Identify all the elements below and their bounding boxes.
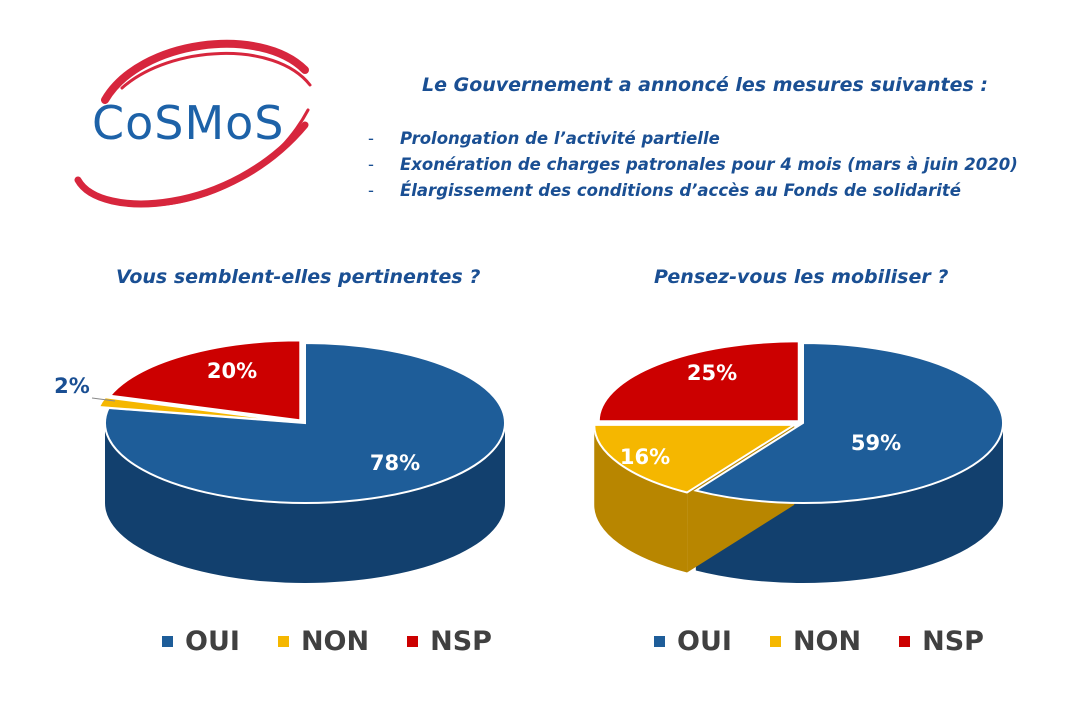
data-label-oui: 78% bbox=[370, 451, 420, 475]
legend-swatch-non bbox=[769, 636, 781, 647]
pie-chart-1: 78% 2% 20% bbox=[54, 339, 506, 583]
bullet-text: Prolongation de l’activité partielle bbox=[400, 129, 720, 148]
data-label-nsp: 25% bbox=[687, 361, 737, 385]
legend-label: NON bbox=[300, 626, 370, 657]
legend-label: NSP bbox=[430, 626, 492, 657]
logo-swoosh-icon bbox=[74, 39, 312, 208]
list-item: - Exonération de charges patronales pour … bbox=[368, 152, 1018, 178]
list-item: - Élargissement des conditions d’accès au… bbox=[368, 178, 1018, 204]
pie-slice-oui bbox=[693, 341, 1004, 504]
pie-slice-nsp bbox=[597, 340, 800, 423]
legend-item-non: NON bbox=[277, 626, 370, 657]
chart-title-pertinentes: Vous semblent-elles pertinentes ? bbox=[116, 266, 481, 288]
legend-swatch-nsp bbox=[407, 636, 419, 647]
legend-swatch-oui bbox=[654, 636, 665, 647]
chart-title-mobiliser: Pensez-vous les mobiliser ? bbox=[654, 266, 949, 288]
data-label-nsp: 20% bbox=[207, 359, 257, 383]
bullet-dash: - bbox=[368, 155, 374, 174]
legend-label: NSP bbox=[922, 626, 984, 657]
legend-swatch-oui bbox=[162, 636, 173, 647]
bullet-text: Élargissement des conditions d’accès au … bbox=[400, 181, 961, 200]
legend-chart-1: OUI NON NSP bbox=[162, 626, 530, 657]
legend-label: OUI bbox=[677, 626, 732, 657]
pie-slice-oui bbox=[104, 341, 506, 504]
pie-chart-2: 59% 16% 25% bbox=[593, 340, 1004, 583]
data-label-oui: 59% bbox=[851, 431, 901, 455]
leader-line bbox=[91, 397, 116, 402]
cosmos-logo bbox=[74, 39, 312, 208]
legend-swatch-non bbox=[277, 636, 289, 647]
legend-item-nsp: NSP bbox=[407, 626, 492, 657]
legend-item-oui: OUI bbox=[654, 626, 732, 657]
list-item: - Prolongation de l’activité partielle bbox=[368, 126, 1018, 152]
legend-swatch-nsp bbox=[899, 636, 911, 647]
pie-side-oui bbox=[695, 423, 1003, 583]
legend-item-non: NON bbox=[769, 626, 862, 657]
data-label-non: 16% bbox=[620, 445, 670, 469]
pie-slice-nsp bbox=[108, 339, 302, 422]
data-label-non: 2% bbox=[54, 374, 90, 398]
pie-slice-non bbox=[97, 396, 296, 424]
legend-label: NON bbox=[792, 626, 862, 657]
pie-side-non bbox=[594, 424, 688, 573]
intro-heading: Le Gouvernement a annoncé les mesures su… bbox=[422, 74, 988, 96]
bullet-text: Exonération de charges patronales pour 4… bbox=[400, 155, 1018, 174]
bullet-dash: - bbox=[368, 181, 374, 200]
legend-item-oui: OUI bbox=[162, 626, 240, 657]
legend-item-nsp: NSP bbox=[899, 626, 984, 657]
pie-slice-non bbox=[593, 423, 798, 494]
bullet-dash: - bbox=[368, 129, 374, 148]
measures-list: - Prolongation de l’activité partielle - E… bbox=[368, 126, 1018, 204]
logo-wordmark: CoSMoS bbox=[92, 96, 285, 150]
legend-label: OUI bbox=[185, 626, 240, 657]
legend-chart-2: OUI NON NSP bbox=[654, 626, 1022, 657]
